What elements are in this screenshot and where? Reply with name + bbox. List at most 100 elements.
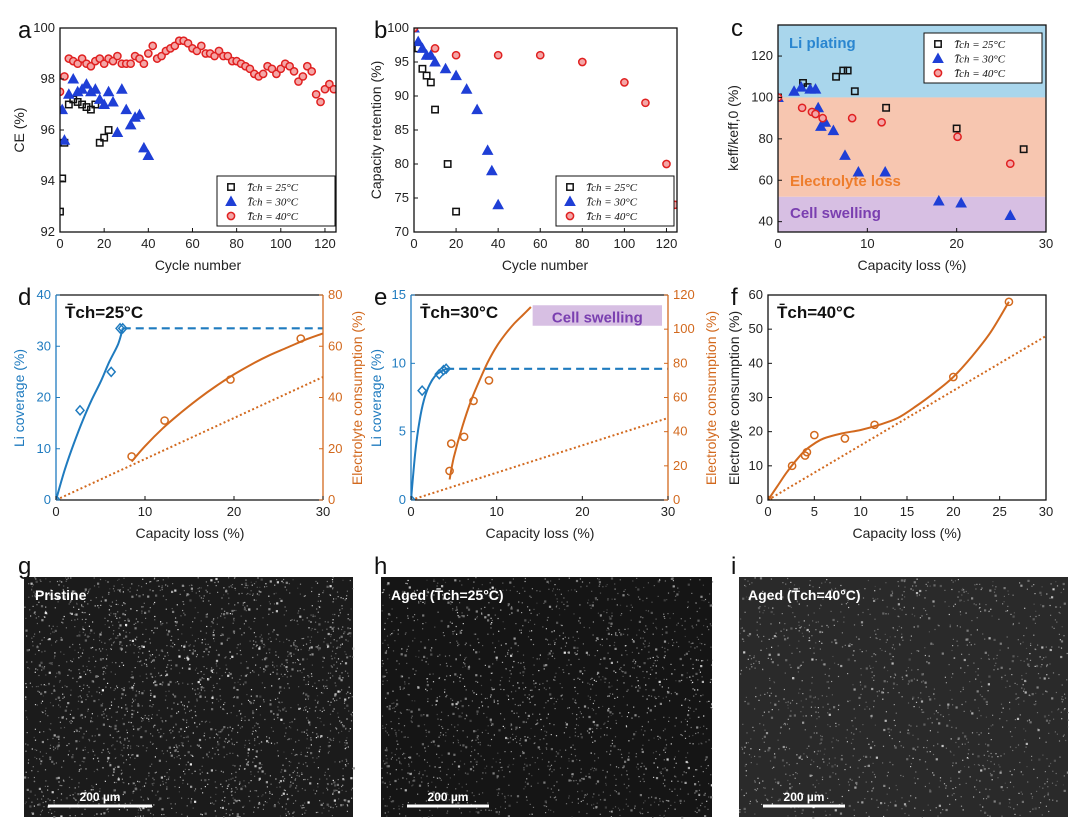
speckle xyxy=(545,628,547,630)
speckle xyxy=(291,794,293,797)
speckle xyxy=(119,591,121,593)
speckle xyxy=(417,686,419,688)
speckle xyxy=(580,713,582,715)
speckle xyxy=(588,776,591,779)
speckle xyxy=(580,736,583,739)
speckle xyxy=(641,808,643,810)
speckle xyxy=(114,698,116,700)
speckle xyxy=(191,634,193,636)
speckle xyxy=(445,735,447,737)
speckle xyxy=(186,595,188,597)
speckle xyxy=(665,626,667,628)
speckle xyxy=(175,724,177,726)
e-ytick-right-label: 60 xyxy=(673,390,687,405)
speckle xyxy=(178,745,180,747)
speckle xyxy=(92,758,95,760)
speckle xyxy=(118,627,120,629)
speckle xyxy=(119,590,121,592)
speckle xyxy=(109,707,111,710)
c-point xyxy=(850,87,859,96)
speckle xyxy=(529,595,531,597)
speckle xyxy=(674,808,676,810)
speckle xyxy=(651,669,653,671)
speckle xyxy=(565,726,567,729)
speckle xyxy=(305,762,307,764)
speckle xyxy=(287,670,289,673)
speckle xyxy=(84,622,86,624)
speckle xyxy=(62,622,64,624)
speckle xyxy=(68,743,70,745)
speckle xyxy=(313,789,315,791)
speckle xyxy=(167,585,169,587)
speckle xyxy=(134,627,137,630)
speckle xyxy=(695,790,698,793)
speckle xyxy=(501,769,503,771)
speckle xyxy=(142,718,144,720)
speckle xyxy=(485,809,487,811)
speckle xyxy=(488,809,490,811)
speckle xyxy=(302,619,304,621)
speckle xyxy=(473,633,475,635)
speckle xyxy=(143,717,146,719)
speckle xyxy=(34,611,36,613)
speckle xyxy=(432,681,435,683)
speckle xyxy=(99,633,102,636)
speckle xyxy=(506,694,508,696)
speckle xyxy=(426,761,428,763)
speckle xyxy=(596,727,598,730)
speckle xyxy=(122,718,124,720)
speckle xyxy=(496,591,499,593)
speckle xyxy=(51,663,53,666)
speckle xyxy=(611,598,613,600)
b-point xyxy=(451,50,461,60)
speckle xyxy=(669,700,671,702)
speckle xyxy=(512,698,514,700)
speckle xyxy=(123,782,125,784)
speckle xyxy=(696,636,698,638)
speckle xyxy=(170,732,172,734)
speckle xyxy=(33,612,35,614)
b-point xyxy=(431,105,439,114)
speckle xyxy=(53,689,55,691)
speckle xyxy=(534,686,536,688)
speckle xyxy=(41,619,44,622)
speckle xyxy=(421,816,423,819)
speckle xyxy=(671,780,673,782)
speckle xyxy=(536,602,538,604)
speckle xyxy=(35,668,37,670)
speckle xyxy=(581,790,583,792)
speckle xyxy=(409,772,412,776)
speckle xyxy=(216,661,218,663)
speckle xyxy=(409,756,411,758)
speckle xyxy=(158,709,160,711)
speckle xyxy=(215,729,217,731)
speckle xyxy=(226,787,228,790)
speckle xyxy=(123,762,125,764)
speckle xyxy=(217,749,219,751)
speckle xyxy=(261,795,263,797)
speckle xyxy=(647,582,649,584)
speckle xyxy=(433,580,435,582)
speckle xyxy=(169,729,171,732)
speckle xyxy=(547,658,549,660)
speckle xyxy=(137,815,139,817)
speckle xyxy=(269,699,271,701)
speckle xyxy=(247,755,249,757)
speckle xyxy=(330,701,332,703)
speckle xyxy=(329,775,331,777)
speckle xyxy=(461,612,463,614)
speckle xyxy=(79,685,81,687)
speckle xyxy=(668,800,670,802)
speckle xyxy=(194,607,196,609)
speckle xyxy=(545,702,547,704)
speckle xyxy=(500,806,502,808)
speckle xyxy=(47,639,49,641)
speckle xyxy=(492,642,494,644)
speckle xyxy=(438,757,440,759)
speckle xyxy=(258,591,260,593)
speckle xyxy=(332,601,334,603)
speckle xyxy=(121,584,123,586)
speckle xyxy=(554,708,556,710)
speckle xyxy=(180,615,182,617)
speckle xyxy=(311,664,313,666)
